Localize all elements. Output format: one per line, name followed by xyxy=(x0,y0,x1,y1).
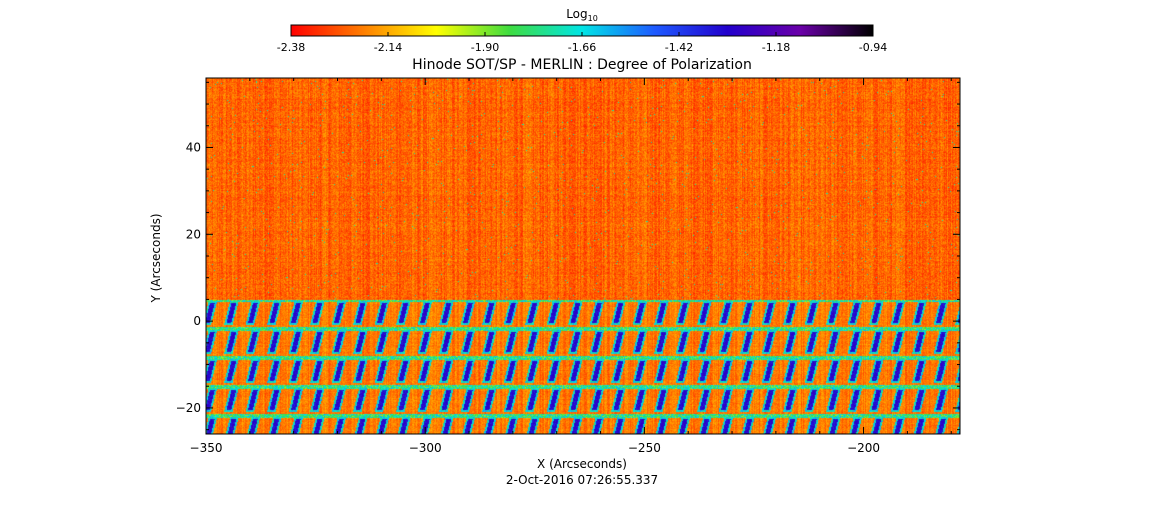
colorbar-tick-label: -1.66 xyxy=(568,41,596,54)
y-tick-label: 40 xyxy=(186,140,201,154)
y-axis-label: Y (Arcseconds) xyxy=(149,213,163,303)
colorbar-tick-label: -1.90 xyxy=(471,41,499,54)
y-tick-label: 20 xyxy=(186,227,201,241)
x-tick-label: −350 xyxy=(190,441,223,455)
x-tick-label: −200 xyxy=(847,441,880,455)
chart-title: Hinode SOT/SP - MERLIN : Degree of Polar… xyxy=(412,57,752,73)
colorbar-tick-label: -1.18 xyxy=(762,41,790,54)
y-tick-label: 0 xyxy=(193,314,201,328)
x-tick-label: −250 xyxy=(628,441,661,455)
colorbar-tick-label: -2.38 xyxy=(277,41,305,54)
x-axis-label: X (Arcseconds) xyxy=(537,457,627,471)
x-tick-label: −300 xyxy=(409,441,442,455)
colorbar-tick-label: -2.14 xyxy=(374,41,402,54)
colorbar-label: Log10 xyxy=(566,7,598,23)
colorbar-ticks: -2.38 -2.14 -1.90 -1.66 -1.42 -1.18 -0.94 xyxy=(277,32,887,54)
y-tick-label: −20 xyxy=(176,401,201,415)
timestamp: 2-Oct-2016 07:26:55.337 xyxy=(506,473,658,487)
colorbar-tick-label: -1.42 xyxy=(665,41,693,54)
y-axis: −20 0 20 40 xyxy=(176,81,960,431)
heatmap-image xyxy=(206,78,960,434)
colorbar-tick-label: -0.94 xyxy=(859,41,887,54)
x-axis: −350 −300 −250 −200 xyxy=(190,78,952,455)
